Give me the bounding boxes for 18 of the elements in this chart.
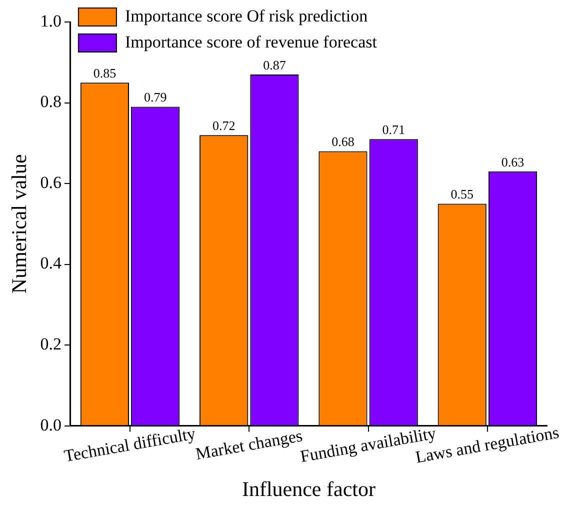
y-tick-label: 1.0: [40, 11, 62, 30]
data-label: 0.68: [332, 134, 354, 150]
legend-label: Importance score Of risk prediction: [124, 6, 368, 26]
x-axis-title: Influence factor: [242, 476, 376, 501]
y-tick-label: 0.4: [40, 254, 62, 273]
data-label: 0.55: [450, 186, 474, 202]
y-tick-label: 0.8: [40, 92, 62, 112]
data-label: 0.63: [501, 154, 524, 170]
y-tick-label: 0.0: [40, 415, 62, 434]
data-label: 0.72: [212, 118, 236, 133]
y-tick-label: 0.6: [40, 172, 62, 192]
data-label: 0.85: [93, 65, 116, 80]
legend-label: Importance score of revenue forecast: [124, 32, 378, 52]
data-label: 0.87: [263, 57, 286, 72]
y-axis-title: Numerical value: [7, 154, 32, 294]
data-label: 0.79: [144, 90, 167, 105]
data-label: 0.71: [382, 122, 405, 138]
y-tick-label: 0.2: [40, 334, 62, 354]
